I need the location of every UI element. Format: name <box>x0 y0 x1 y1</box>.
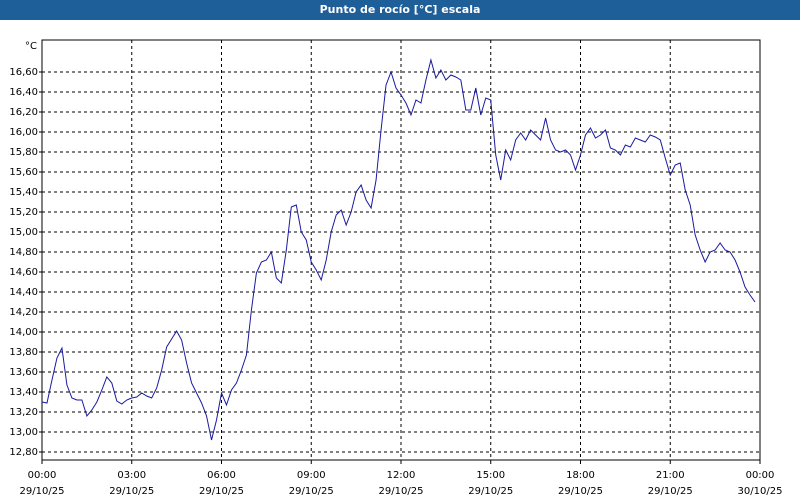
y-tick-label: 14,80 <box>9 247 38 258</box>
y-tick-label: 14,60 <box>9 267 38 278</box>
y-tick-label: 15,40 <box>9 187 38 198</box>
y-tick-label: 15,00 <box>9 227 38 238</box>
x-tick-label: 06:00 <box>207 470 236 481</box>
x-tick-date: 29/10/25 <box>199 486 244 497</box>
x-tick-label: 21:00 <box>656 470 685 481</box>
x-tick-date: 29/10/25 <box>468 486 513 497</box>
x-tick-label: 00:00 <box>746 470 775 481</box>
x-tick-label: 03:00 <box>117 470 146 481</box>
y-tick-label: 16,00 <box>9 127 38 138</box>
y-tick-label: 12,80 <box>9 447 38 458</box>
y-tick-label: 14,00 <box>9 327 38 338</box>
y-tick-label: 13,80 <box>9 347 38 358</box>
x-tick-date: 29/10/25 <box>648 486 693 497</box>
x-tick-label: 12:00 <box>387 470 416 481</box>
x-tick-date: 29/10/25 <box>20 486 65 497</box>
unit-label: °C <box>25 41 37 52</box>
x-tick-label: 15:00 <box>476 470 505 481</box>
x-tick-date: 29/10/25 <box>109 486 154 497</box>
x-tick-label: 18:00 <box>566 470 595 481</box>
x-tick-date: 29/10/25 <box>558 486 603 497</box>
title-bar <box>0 0 800 20</box>
y-tick-label: 13,20 <box>9 407 38 418</box>
y-tick-label: 14,40 <box>9 287 38 298</box>
x-tick-date: 30/10/25 <box>738 486 783 497</box>
y-tick-label: 16,60 <box>9 67 38 78</box>
y-tick-label: 16,20 <box>9 107 38 118</box>
y-tick-label: 13,00 <box>9 427 38 438</box>
x-tick-label: 09:00 <box>297 470 326 481</box>
x-tick-label: 00:00 <box>28 470 57 481</box>
chart-title: Punto de rocío [°C] escala <box>320 3 481 16</box>
data-line <box>41 58 756 441</box>
y-tick-label: 15,20 <box>9 207 38 218</box>
y-tick-label: 16,40 <box>9 87 38 98</box>
y-tick-label: 13,60 <box>9 367 38 378</box>
y-tick-label: 15,60 <box>9 167 38 178</box>
y-tick-label: 14,20 <box>9 307 38 318</box>
x-tick-date: 29/10/25 <box>379 486 424 497</box>
y-tick-label: 15,80 <box>9 147 38 158</box>
y-tick-label: 13,40 <box>9 387 38 398</box>
x-tick-date: 29/10/25 <box>289 486 334 497</box>
